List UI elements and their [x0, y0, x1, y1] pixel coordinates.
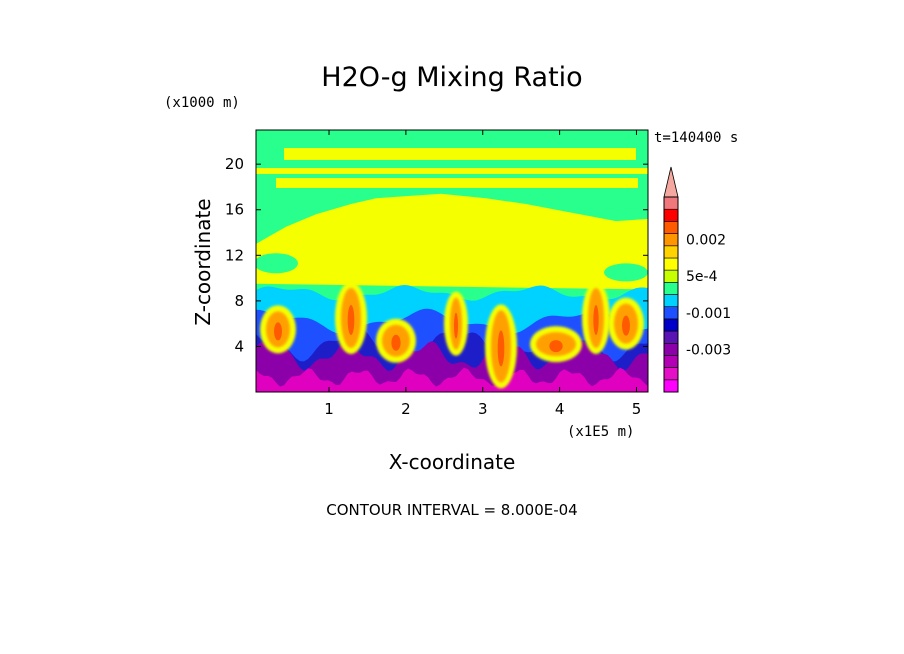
field-yellow-mass: [256, 193, 648, 290]
colorbar-swatch: [663, 342, 679, 356]
colorbar-swatch: [663, 318, 679, 332]
field-plume-core: [274, 322, 282, 341]
contour-field: [256, 130, 648, 392]
colorbar-swatch: [663, 330, 679, 344]
colorbar-extend-arrow: [663, 166, 679, 198]
colorbar-swatch: [663, 245, 679, 259]
field-yellow-strip-2: [256, 168, 648, 174]
colorbar-swatch: [663, 208, 679, 222]
field-plume-core: [347, 304, 355, 335]
x-tick-label: 5: [632, 400, 642, 418]
y-tick-label: 16: [225, 201, 244, 219]
field-plume-core: [497, 330, 505, 367]
colorbar-swatch: [663, 221, 679, 234]
x-axis-label: X-coordinate: [389, 450, 516, 474]
y-unit-label: (x1000 m): [164, 95, 240, 111]
y-tick-label: 12: [225, 246, 244, 264]
field-plume-core: [391, 334, 401, 351]
contour-interval-note: CONTOUR INTERVAL = 8.000E-04: [326, 501, 577, 519]
time-label: t=140400 s: [654, 130, 738, 146]
x-tick-label: 1: [324, 400, 334, 418]
colorbar-swatch: [663, 379, 679, 393]
field-green-pocket: [256, 253, 298, 274]
colorbar-swatch: [663, 367, 679, 381]
field-plume-core: [622, 315, 630, 336]
colorbar-label: -0.001: [686, 306, 731, 322]
y-tick-label: 4: [234, 337, 244, 355]
colorbar-label: 5e-4: [686, 269, 718, 285]
colorbar-label: -0.003: [686, 342, 731, 358]
field-green-pocket: [604, 263, 648, 282]
y-axis: 4 8 12 16 20: [225, 155, 648, 355]
colorbar-label: 0.002: [686, 233, 726, 249]
field-plume-core: [593, 304, 599, 335]
x-tick-label: 3: [478, 400, 488, 418]
colorbar-swatch: [663, 355, 679, 368]
y-axis-label: Z-coordinate: [191, 198, 215, 325]
plot-area: [256, 130, 648, 392]
field-plume-core: [454, 312, 458, 339]
x-tick-label: 4: [555, 400, 565, 418]
colorbar: -0.003 -0.001 5e-4 0.002: [663, 166, 731, 393]
plot-frame: [255, 129, 649, 393]
colorbar-swatch: [663, 233, 679, 247]
field-plume-core: [549, 340, 563, 353]
x-tick-label: 2: [401, 400, 411, 418]
colorbar-swatch: [663, 294, 679, 307]
colorbar-swatch: [663, 257, 679, 271]
colorbar-swatch: [663, 306, 679, 320]
colorbar-swatch: [663, 269, 679, 283]
y-tick-label: 8: [234, 292, 244, 310]
y-tick-label: 20: [225, 155, 244, 173]
chart-title: H2O-g Mixing Ratio: [321, 62, 582, 93]
colorbar-frame: [663, 196, 679, 393]
field-magenta: [256, 367, 648, 392]
colorbar-swatch: [663, 196, 679, 210]
x-axis: 1 2 3 4 5: [324, 130, 641, 418]
field-yellow-strip-3: [276, 178, 638, 188]
field-yellow-strip-top: [284, 148, 636, 160]
x-unit-label: (x1E5 m): [567, 424, 634, 440]
colorbar-swatch: [663, 281, 679, 295]
